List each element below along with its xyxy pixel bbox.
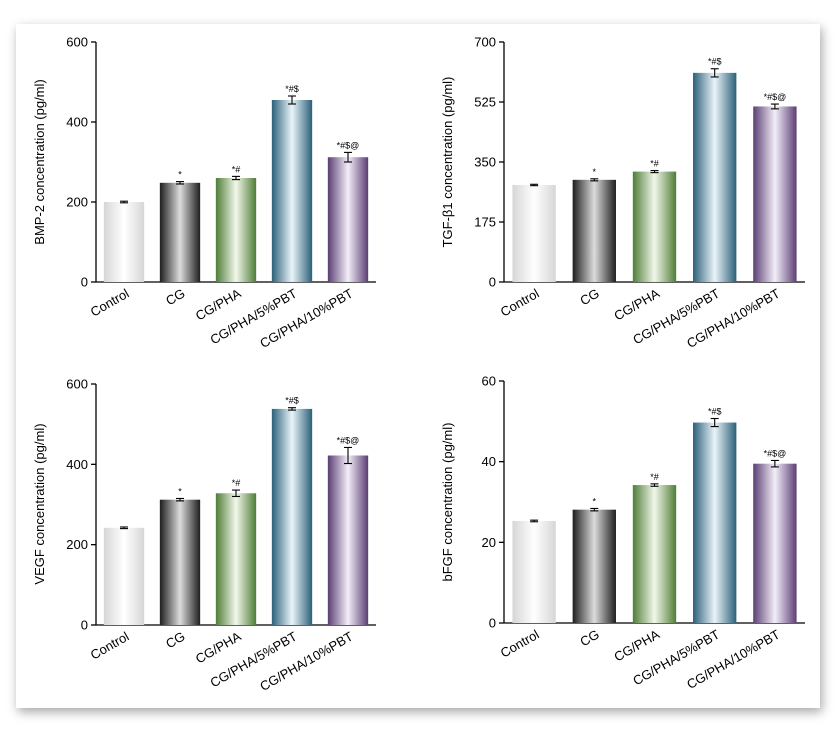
bmp2-bar [159,182,201,282]
vegf-category-label: CG [163,629,187,652]
bfgf-y-tick-label: 60 [482,374,496,389]
bmp2-y-tick-label: 200 [66,195,88,210]
bfgf-bar [572,509,616,623]
bmp2-y-tick-label: 600 [66,35,88,50]
tgfb1-bar [753,106,797,282]
bmp2-significance-label: *#$@ [337,140,360,150]
bmp2-significance-label: *#$ [285,84,299,94]
tgfb1-y-tick-label: 700 [474,35,496,50]
vegf-bar [327,455,369,625]
bfgf-significance-label: * [593,496,597,506]
bmp2-bar [271,100,313,282]
bfgf-bar [632,485,677,623]
vegf-bar [271,408,313,625]
bfgf-category-label: CG/PHA [611,626,662,664]
bmp2-chart-panel: 0 200 400 600 BMP-2 concentration (pg/ml) Con… [32,35,376,351]
bmp2-significance-label: * [178,170,182,180]
tgfb1-bar [512,184,556,282]
vegf-chart-panel: 0 200 400 600 VEGF concentration (pg/ml) Cont… [32,377,376,694]
bmp2-y-tick-label: 0 [81,275,88,290]
tgfb1-significance-label: *#$ [708,57,722,67]
vegf-significance-label: *#$@ [337,435,360,445]
tgfb1-bar [632,171,677,282]
figure-frame [16,24,820,708]
bfgf-bar [693,422,737,623]
vegf-category-label: Control [88,629,132,663]
bfgf-chart-panel: 0 20 40 60 bFGF concentration (pg/ml) Control… [440,374,805,692]
bmp2-bar [327,157,369,282]
bfgf-y-tick-label: 40 [482,454,496,469]
bfgf-category-label: CG [577,627,601,650]
bmp2-category-label: CG [163,286,187,309]
vegf-y-tick-label: 200 [66,537,88,552]
bmp2-bar [215,178,257,282]
bfgf-category-label: Control [498,627,542,661]
bmp2-y-tick-label: 400 [66,115,88,130]
tgfb1-category-label: Control [498,286,542,320]
bmp2-bar [103,202,145,282]
vegf-significance-label: * [178,486,182,496]
tgfb1-chart-panel: 0 175 350 525 700 TGF-β1 concentration (pg/ml… [440,35,805,351]
vegf-y-tick-label: 400 [66,457,88,472]
bfgf-y-tick-label: 20 [482,535,496,550]
tgfb1-bar [693,72,737,282]
tgfb1-y-axis-label: TGF-β1 concentration (pg/ml) [440,77,455,248]
vegf-bar [215,493,257,625]
bmp2-y-axis-label: BMP-2 concentration (pg/ml) [32,79,47,244]
vegf-category-label: CG/PHA/10%PBT [257,629,355,694]
bfgf-bar [512,520,556,623]
bfgf-significance-label: *#$ [708,407,722,417]
bfgf-y-tick-label: 0 [489,616,496,631]
vegf-y-tick-label: 600 [66,377,88,392]
bmp2-significance-label: *# [232,164,241,174]
vegf-y-tick-label: 0 [81,618,88,633]
bmp2-category-label: Control [88,286,132,320]
vegf-bar [103,527,145,625]
tgfb1-y-tick-label: 175 [474,215,496,230]
tgfb1-category-label: CG [577,286,601,309]
vegf-y-axis-label: VEGF concentration (pg/ml) [32,423,47,584]
bfgf-significance-label: *#$@ [764,448,787,458]
tgfb1-significance-label: * [593,167,597,177]
tgfb1-significance-label: *#$@ [764,92,787,102]
vegf-significance-label: *# [232,478,241,488]
bfgf-y-axis-label: bFGF concentration (pg/ml) [440,423,455,582]
vegf-bar [159,499,201,625]
tgfb1-y-tick-label: 525 [474,95,496,110]
bmp2-category-label: CG/PHA/10%PBT [257,286,355,351]
tgfb1-y-tick-label: 350 [474,155,496,170]
tgfb1-bar [572,179,616,282]
tgfb1-y-tick-label: 0 [489,275,496,290]
tgfb1-significance-label: *# [650,159,659,169]
vegf-significance-label: *#$ [285,396,299,406]
bfgf-significance-label: *# [650,472,659,482]
bfgf-bar [753,463,797,623]
tgfb1-category-label: CG/PHA [611,285,662,323]
